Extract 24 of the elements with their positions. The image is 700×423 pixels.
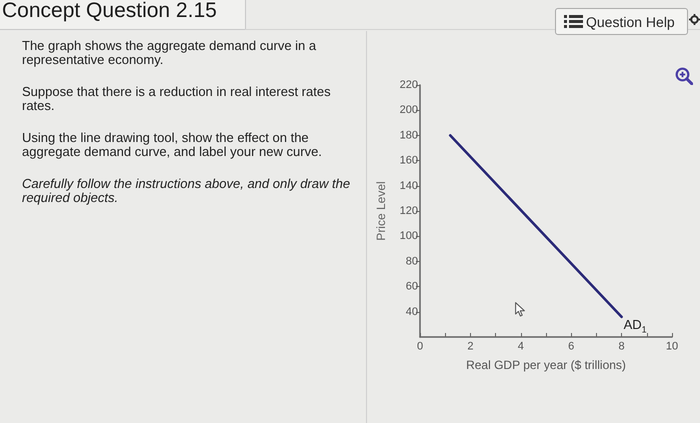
y-tick-label: 160 (400, 154, 418, 167)
y-tick-label: 200 (400, 104, 418, 116)
y-tick-label: 40 (406, 306, 418, 318)
y-tick-label: 180 (400, 129, 418, 142)
y-tick-label: 100 (400, 230, 418, 242)
x-tick-label: 2 (467, 340, 474, 352)
x-tick-label: 6 (568, 340, 574, 352)
text: Suppose that there is a reduction in real interest rates rates. (22, 84, 332, 113)
text: Carefully follow the instructions above, and only draw the required objects. (22, 176, 352, 205)
y-tick-label: 220 (400, 79, 418, 91)
x-axis-title: Real GDP per year ($ trillions) (466, 358, 626, 372)
text: The graph shows the aggregate demand curve in a representative economy. (22, 38, 318, 67)
y-tick-label: 120 (400, 205, 418, 217)
y-tick-label: 140 (400, 180, 418, 192)
x-tick-label: 0 (416, 340, 424, 352)
y-tick-label: 80 (406, 255, 418, 268)
text: Using the line drawing tool, show the effect on the aggregate demand curve, and label your new curve. (22, 130, 323, 159)
x-tick-label: 4 (518, 340, 524, 352)
question-help-button: Question Help (555, 8, 688, 35)
text: Concept Question 2.15 (2, 0, 217, 23)
x-tick-label: 8 (618, 340, 625, 352)
x-tick-label: 10 (666, 340, 678, 352)
y-axis-title: Price Level (374, 181, 388, 241)
y-tick-label: 60 (406, 280, 418, 293)
